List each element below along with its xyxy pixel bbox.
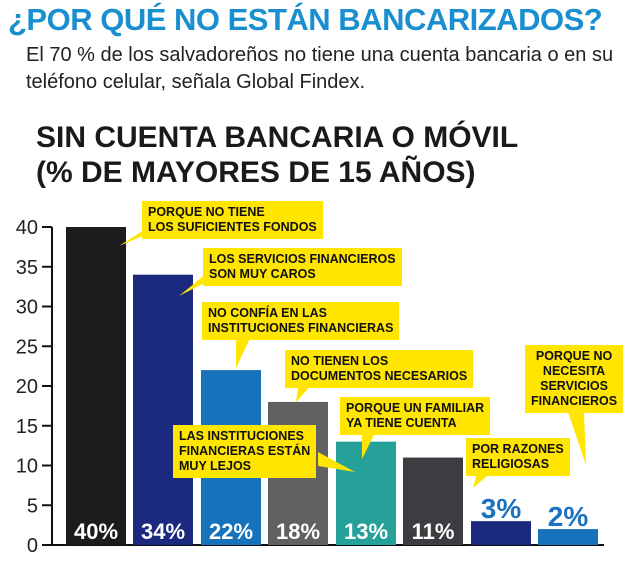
callout-label: LOS SERVICIOS FINANCIEROS SON MUY CAROS [203,248,402,286]
callout-label: LAS INSTITUCIONES FINANCIERAS ESTÁN MUY … [173,425,317,478]
callout-line: POR RAZONES [472,442,564,456]
callout-label: NO TIENEN LOS DOCUMENTOS NECESARIOS [285,350,474,388]
callout-pointer [568,412,586,465]
callout-label: PORQUE NO TIENE LOS SUFICIENTES FONDOS [142,201,323,239]
bar [403,457,463,545]
callout-label: PORQUE UN FAMILIAR YA TIENE CUENTA [340,397,491,435]
callout-pointers [119,226,586,488]
chart-title-line-1: SIN CUENTA BANCARIA O MÓVIL [36,121,519,154]
callout-line: LOS SERVICIOS FINANCIEROS [209,252,396,266]
bar [66,227,126,545]
callout-line: MUY LEJOS [179,459,252,473]
callout-pointer [236,334,252,368]
y-tick-label: 20 [16,376,38,398]
bar-value-label: 2% [548,501,589,532]
y-tick-label: 10 [16,456,38,478]
callout-line: SON MUY CAROS [209,267,316,281]
callout-line: PORQUE UN FAMILIAR [346,401,485,415]
callout-label: POR RAZONES RELIGIOSAS [466,438,570,476]
callout-line: FINANCIEROS [531,394,618,408]
callout-line: NO CONFÍA EN LAS [208,306,327,320]
bar [336,441,396,545]
callout-line: LOS SUFICIENTES FONDOS [148,220,317,234]
subheadline: El 70 % de los salvadoreños no tiene una… [26,44,614,93]
callout-pointer [362,427,378,459]
callout-label: NO CONFÍA EN LAS INSTITUCIONES FINANCIER… [202,302,400,340]
callout-line: PORQUE NO [535,349,613,363]
y-tick-label: 25 [16,336,38,358]
y-tick-label: 40 [16,217,38,239]
bar-value-label: 11% [412,519,455,544]
bar-value-label: 13% [344,519,388,544]
bar-value-label: 40% [74,519,118,544]
callout-line: NECESITA [542,364,606,378]
callout-line: YA TIENE CUENTA [346,416,457,430]
bar-value-label: 22% [209,519,253,544]
callout-line: INSTITUCIONES FINANCIERAS [208,321,394,335]
bar [538,529,598,545]
callout-line: RELIGIOSAS [472,457,550,471]
y-tick-label: 15 [16,416,38,438]
callout-line: NO TIENEN LOS [291,354,389,368]
callout-label: PORQUE NO NECESITA SERVICIOS FINANCIEROS [525,345,624,413]
chart-title: SIN CUENTA BANCARIA O MÓVIL (% DE MAYORE… [36,120,518,190]
callout-pointer [318,452,355,472]
y-tick-label: 0 [27,535,38,557]
bar-value-label: 18% [276,519,320,544]
bar-value-label: 34% [141,519,185,544]
callout-line: FINANCIERAS ESTÁN [179,444,311,458]
y-tick-label: 30 [16,297,38,319]
bar-value-label: 3% [481,493,522,524]
callout-line: LAS INSTITUCIONES [179,429,305,443]
callout-line: DOCUMENTOS NECESARIOS [291,369,468,383]
bar [471,521,531,545]
y-tick-label: 5 [27,495,38,517]
callout-line: PORQUE NO TIENE [148,205,265,219]
chart-title-line-2: (% DE MAYORES DE 15 AÑOS) [36,156,476,189]
bars: 40% 34% 22% 18% 13% 11% 3% 2% [66,227,598,545]
bar [133,274,193,545]
headline: ¿POR QUÉ NO ESTÁN BANCARIZADOS? [8,2,603,37]
callout-line: SERVICIOS [540,379,608,393]
y-tick-label: 35 [16,257,38,279]
